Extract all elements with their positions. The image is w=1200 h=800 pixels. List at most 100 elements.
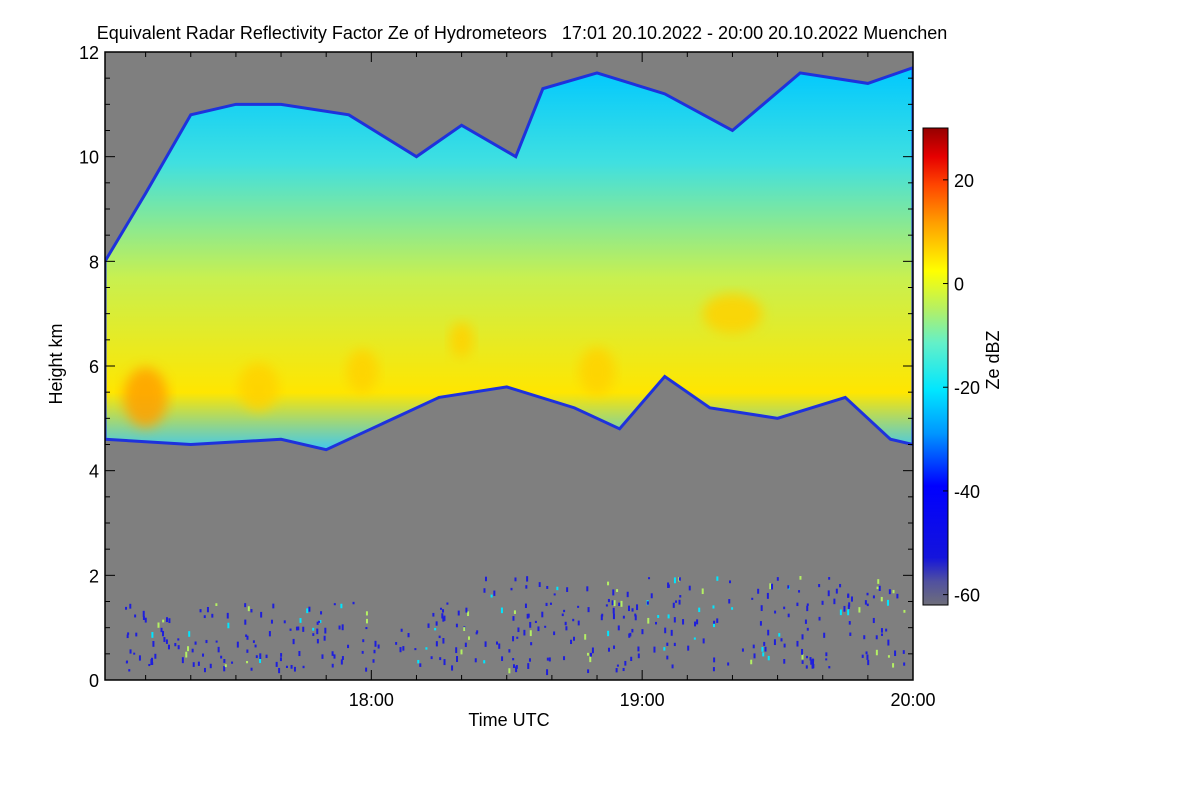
clutter-speck	[875, 635, 878, 640]
clutter-speck	[250, 609, 253, 613]
y-tick-label: 12	[79, 43, 99, 63]
clutter-speck	[600, 615, 603, 621]
clutter-speck	[224, 664, 227, 668]
clutter-speck	[246, 661, 249, 664]
clutter-speck	[246, 649, 249, 653]
clutter-speck	[848, 602, 851, 607]
clutter-speck	[801, 648, 804, 655]
clutter-speck	[694, 621, 697, 627]
clutter-speck	[584, 634, 587, 640]
clutter-speck	[880, 596, 883, 602]
clutter-speck	[564, 621, 567, 626]
colorbar-ticks: 20 0 -20 -40 -60	[943, 171, 980, 606]
clutter-speck	[483, 588, 486, 593]
clutter-speck	[442, 617, 445, 622]
clutter-speck	[678, 577, 681, 581]
reflectivity-field	[105, 66, 913, 676]
clutter-speck	[713, 620, 716, 625]
clutter-speck	[435, 641, 438, 647]
clutter-speck	[142, 610, 145, 617]
clutter-speck	[512, 616, 515, 621]
clutter-speck	[647, 617, 650, 624]
clutter-speck	[712, 667, 715, 672]
clutter-speck	[885, 628, 888, 632]
clutter-speck	[463, 627, 466, 632]
clutter-speck	[187, 646, 190, 652]
clutter-speck	[165, 639, 168, 644]
clutter-speck	[589, 656, 592, 663]
clutter-speck	[850, 596, 853, 602]
clutter-speck	[833, 598, 836, 605]
clutter-speck	[591, 647, 594, 654]
clutter-speck	[848, 621, 851, 625]
clutter-speck	[352, 601, 355, 605]
clutter-speck	[157, 622, 160, 628]
clutter-speck	[563, 656, 566, 661]
clutter-speck	[799, 576, 802, 580]
clutter-speck	[839, 583, 842, 588]
clutter-speck	[365, 627, 368, 630]
clutter-speck	[203, 667, 206, 673]
clutter-speck	[657, 614, 660, 618]
clutter-speck	[259, 656, 262, 663]
clutter-speck	[203, 615, 206, 619]
clutter-speck	[407, 633, 410, 638]
clutter-speck	[259, 653, 262, 659]
clutter-speck	[402, 646, 405, 651]
clutter-speck	[806, 605, 809, 612]
clutter-speck	[245, 634, 248, 637]
y-tick-label: 0	[89, 671, 99, 691]
clutter-speck	[484, 576, 487, 582]
clutter-speck	[446, 602, 449, 605]
clutter-speck	[712, 605, 715, 609]
title-part: Muenchen	[858, 23, 947, 43]
reflectivity-core	[579, 347, 616, 396]
clutter-speck	[553, 593, 556, 596]
clutter-speck	[825, 652, 828, 657]
clutter-speck	[866, 603, 869, 607]
clutter-speck	[365, 618, 368, 624]
x-tick-label: 19:00	[620, 690, 665, 710]
clutter-speck	[456, 656, 459, 662]
clutter-speck	[255, 655, 258, 659]
clutter-speck	[464, 642, 467, 648]
clutter-speck	[666, 655, 669, 660]
clutter-speck	[320, 611, 323, 615]
clutter-speck	[279, 657, 282, 662]
clutter-speck	[162, 619, 165, 623]
clutter-speck	[530, 642, 533, 646]
clutter-speck	[641, 629, 644, 635]
clutter-speck	[275, 661, 278, 667]
clutter-speck	[753, 653, 756, 659]
clutter-speck	[191, 648, 194, 653]
clutter-speck	[526, 576, 529, 582]
clutter-speck	[434, 627, 437, 631]
y-tick-label: 8	[89, 252, 99, 272]
clutter-speck	[892, 663, 895, 668]
clutter-speck	[270, 619, 273, 624]
clutter-speck	[162, 630, 165, 637]
clutter-speck	[361, 650, 364, 654]
clutter-speck	[713, 657, 716, 663]
clutter-speck	[663, 647, 666, 651]
clutter-speck	[612, 589, 615, 596]
clutter-speck	[806, 627, 809, 631]
clutter-speck	[818, 584, 821, 588]
clutter-speck	[546, 669, 549, 676]
clutter-speck	[512, 636, 515, 642]
clutter-speck	[544, 625, 547, 628]
clutter-speck	[761, 646, 764, 652]
clutter-speck	[527, 663, 530, 669]
clutter-speck	[272, 603, 275, 609]
clutter-speck	[561, 613, 564, 617]
clutter-speck	[617, 625, 620, 631]
clutter-speck	[440, 607, 443, 610]
clutter-speck	[340, 659, 343, 665]
clutter-speck	[306, 608, 309, 614]
clutter-speck	[165, 617, 168, 623]
clutter-speck	[527, 613, 530, 618]
clutter-speck	[168, 618, 171, 624]
clutter-speck	[553, 631, 556, 636]
clutter-speck	[839, 609, 842, 616]
clutter-speck	[515, 666, 518, 673]
